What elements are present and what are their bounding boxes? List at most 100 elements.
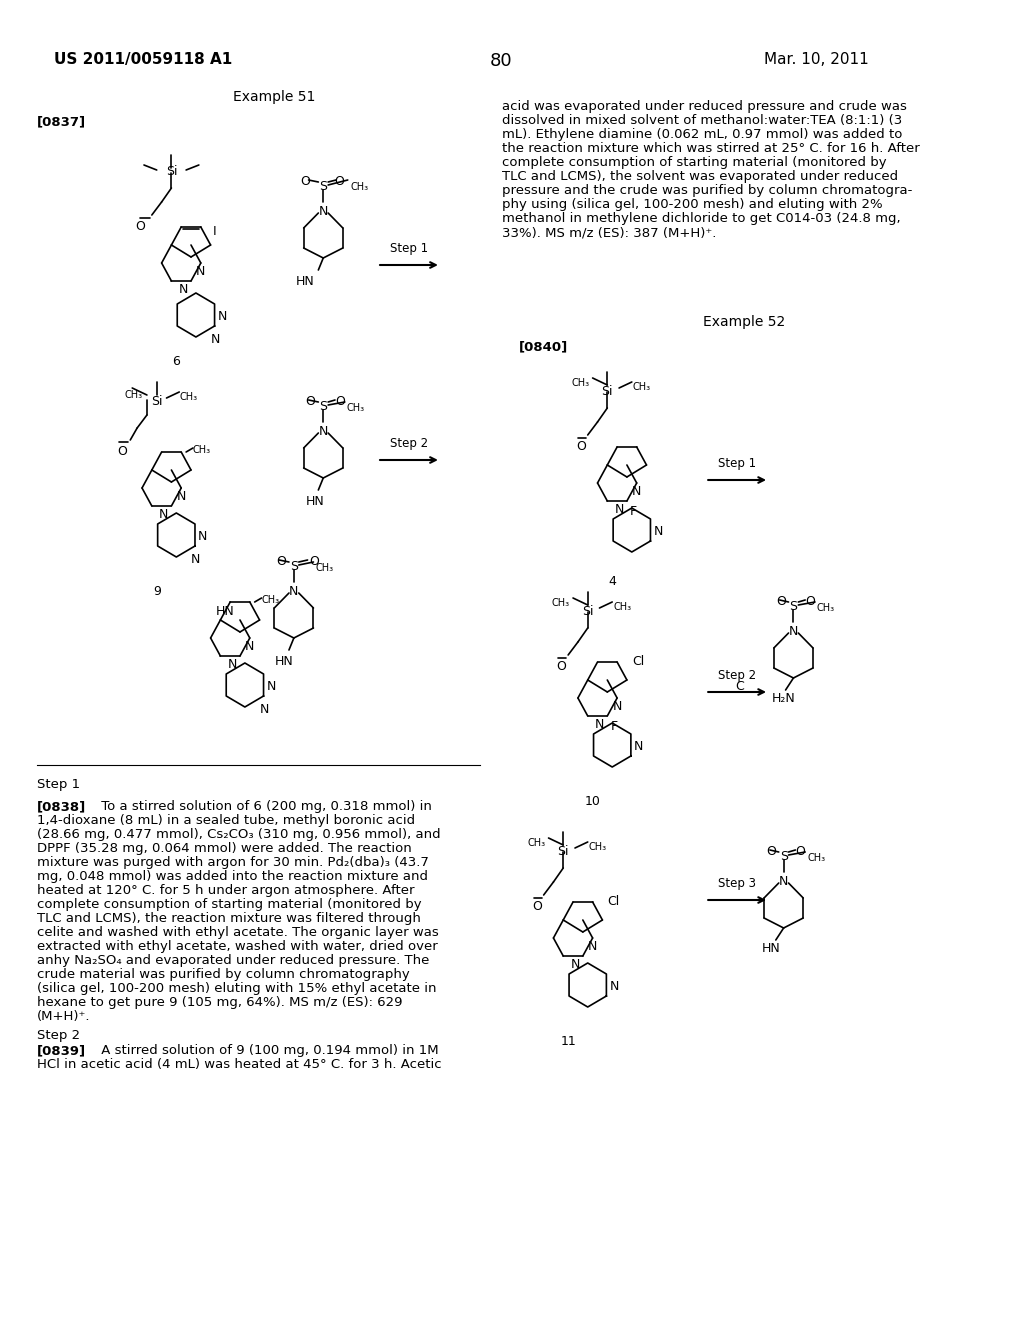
Text: N: N <box>198 531 207 543</box>
Text: [0840]: [0840] <box>519 341 568 352</box>
Text: (28.66 mg, 0.477 mmol), Cs₂CO₃ (310 mg, 0.956 mmol), and: (28.66 mg, 0.477 mmol), Cs₂CO₃ (310 mg, … <box>37 828 441 841</box>
Text: crude material was purified by column chromatography: crude material was purified by column ch… <box>37 968 410 981</box>
Text: [0839]: [0839] <box>37 1044 86 1057</box>
Text: N: N <box>217 310 227 323</box>
Text: Si: Si <box>582 605 594 618</box>
Text: (M+H)⁺.: (M+H)⁺. <box>37 1010 91 1023</box>
Text: CH₃: CH₃ <box>261 595 280 605</box>
Text: C: C <box>735 680 743 693</box>
Text: HN: HN <box>762 942 781 954</box>
Text: Step 2: Step 2 <box>37 1030 80 1041</box>
Text: O: O <box>531 900 542 913</box>
Text: N: N <box>176 490 186 503</box>
Text: N: N <box>788 624 798 638</box>
Text: N: N <box>632 484 641 498</box>
Text: Step 2: Step 2 <box>718 669 756 682</box>
Text: N: N <box>266 680 275 693</box>
Text: CH₃: CH₃ <box>350 182 369 191</box>
Text: 11: 11 <box>560 1035 577 1048</box>
Text: CH₃: CH₃ <box>633 381 651 392</box>
Text: O: O <box>766 845 776 858</box>
Text: Step 1: Step 1 <box>37 777 80 791</box>
Text: hexane to get pure 9 (105 mg, 64%). MS m/z (ES): 629: hexane to get pure 9 (105 mg, 64%). MS m… <box>37 997 402 1008</box>
Text: methanol in methylene dichloride to get C014-03 (24.8 mg,: methanol in methylene dichloride to get … <box>502 213 900 224</box>
Text: Cl: Cl <box>632 655 644 668</box>
Text: CH₃: CH₃ <box>527 838 546 847</box>
Text: F: F <box>610 719 617 733</box>
Text: (silica gel, 100-200 mesh) eluting with 15% ethyl acetate in: (silica gel, 100-200 mesh) eluting with … <box>37 982 436 995</box>
Text: Si: Si <box>601 385 613 399</box>
Text: 33%). MS m/z (ES): 387 (M+H)⁺.: 33%). MS m/z (ES): 387 (M+H)⁺. <box>502 226 716 239</box>
Text: N: N <box>191 553 201 566</box>
Text: mixture was purged with argon for 30 min. Pd₂(dba)₃ (43.7: mixture was purged with argon for 30 min… <box>37 855 429 869</box>
Text: Si: Si <box>151 395 163 408</box>
Text: acid was evaporated under reduced pressure and crude was: acid was evaporated under reduced pressu… <box>502 100 906 114</box>
Text: HN: HN <box>215 605 234 618</box>
Text: S: S <box>290 560 298 573</box>
Text: N: N <box>595 718 604 731</box>
Text: N: N <box>197 265 206 279</box>
Text: CH₃: CH₃ <box>589 842 607 851</box>
Text: CH₃: CH₃ <box>315 564 334 573</box>
Text: HN: HN <box>274 655 293 668</box>
Text: 6: 6 <box>172 355 180 368</box>
Text: HN: HN <box>305 495 325 508</box>
Text: TLC and LCMS), the reaction mixture was filtered through: TLC and LCMS), the reaction mixture was … <box>37 912 421 925</box>
Text: H₂N: H₂N <box>772 692 796 705</box>
Text: O: O <box>135 220 145 234</box>
Text: O: O <box>805 595 815 609</box>
Text: Mar. 10, 2011: Mar. 10, 2011 <box>764 51 868 67</box>
Text: N: N <box>612 700 622 713</box>
Text: N: N <box>779 875 788 888</box>
Text: phy using (silica gel, 100-200 mesh) and eluting with 2%: phy using (silica gel, 100-200 mesh) and… <box>502 198 882 211</box>
Text: CH₃: CH₃ <box>193 445 211 455</box>
Text: DPPF (35.28 mg, 0.064 mmol) were added. The reaction: DPPF (35.28 mg, 0.064 mmol) were added. … <box>37 842 412 855</box>
Text: complete consumption of starting material (monitored by: complete consumption of starting materia… <box>37 898 422 911</box>
Text: N: N <box>318 205 328 218</box>
Text: N: N <box>159 508 168 521</box>
Text: 80: 80 <box>490 51 513 70</box>
Text: CH₃: CH₃ <box>347 403 365 413</box>
Text: N: N <box>588 940 597 953</box>
Text: Si: Si <box>166 165 177 178</box>
Text: O: O <box>796 845 805 858</box>
Text: Step 2: Step 2 <box>390 437 428 450</box>
Text: A stirred solution of 9 (100 mg, 0.194 mmol) in 1M: A stirred solution of 9 (100 mg, 0.194 m… <box>88 1044 438 1057</box>
Text: Step 3: Step 3 <box>718 876 756 890</box>
Text: complete consumption of starting material (monitored by: complete consumption of starting materia… <box>502 156 886 169</box>
Text: N: N <box>227 657 237 671</box>
Text: S: S <box>319 180 328 193</box>
Text: TLC and LCMS), the solvent was evaporated under reduced: TLC and LCMS), the solvent was evaporate… <box>502 170 898 183</box>
Text: extracted with ethyl acetate, washed with water, dried over: extracted with ethyl acetate, washed wit… <box>37 940 438 953</box>
Text: Si: Si <box>557 845 569 858</box>
Text: Step 1: Step 1 <box>718 457 756 470</box>
Text: CH₃: CH₃ <box>179 392 198 403</box>
Text: N: N <box>245 640 255 653</box>
Text: celite and washed with ethyl acetate. The organic layer was: celite and washed with ethyl acetate. Th… <box>37 927 439 939</box>
Text: S: S <box>779 850 787 863</box>
Text: Step 1: Step 1 <box>390 242 428 255</box>
Text: CH₃: CH₃ <box>571 378 590 388</box>
Text: O: O <box>556 660 566 673</box>
Text: N: N <box>653 525 663 539</box>
Text: pressure and the crude was purified by column chromatogra-: pressure and the crude was purified by c… <box>502 183 912 197</box>
Text: HN: HN <box>296 275 315 288</box>
Text: O: O <box>118 445 127 458</box>
Text: the reaction mixture which was stirred at 25° C. for 16 h. After: the reaction mixture which was stirred a… <box>502 143 920 154</box>
Text: CH₃: CH₃ <box>613 602 632 612</box>
Text: F: F <box>630 506 637 517</box>
Text: O: O <box>305 395 315 408</box>
Text: N: N <box>634 741 643 752</box>
Text: 10: 10 <box>585 795 600 808</box>
Text: N: N <box>609 979 618 993</box>
Text: O: O <box>776 595 785 609</box>
Text: CH₃: CH₃ <box>817 603 835 612</box>
Text: [0837]: [0837] <box>37 115 86 128</box>
Text: CH₃: CH₃ <box>552 598 570 609</box>
Text: 9: 9 <box>153 585 161 598</box>
Text: O: O <box>276 554 286 568</box>
Text: N: N <box>289 585 299 598</box>
Text: mL). Ethylene diamine (0.062 mL, 0.97 mmol) was added to: mL). Ethylene diamine (0.062 mL, 0.97 mm… <box>502 128 902 141</box>
Text: N: N <box>211 333 220 346</box>
Text: N: N <box>318 425 328 438</box>
